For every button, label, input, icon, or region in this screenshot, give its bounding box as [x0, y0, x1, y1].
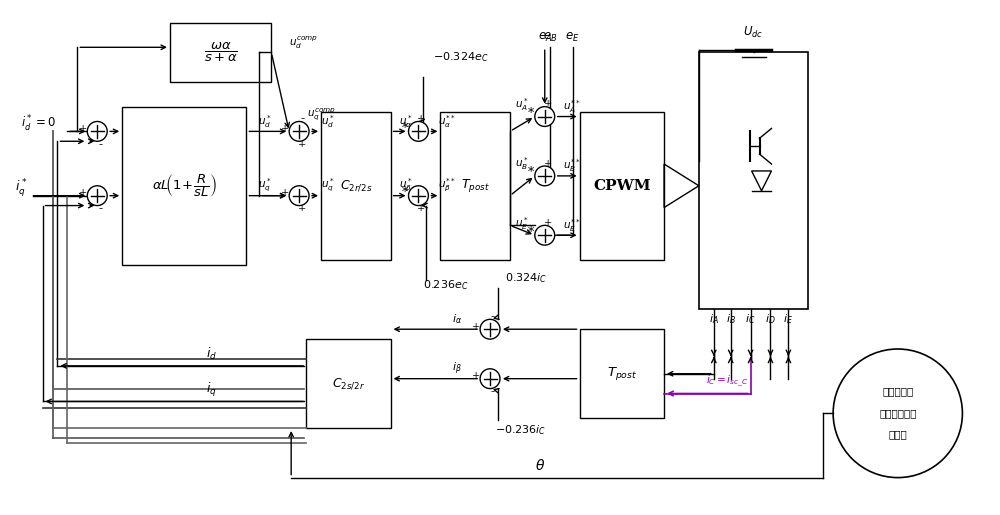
- Text: CPWM: CPWM: [593, 179, 651, 193]
- Text: $u_\beta^*$: $u_\beta^*$: [399, 177, 412, 195]
- Text: $u_B^*$: $u_B^*$: [515, 156, 529, 173]
- Text: $\dfrac{\omega\alpha}{s+\alpha}$: $\dfrac{\omega\alpha}{s+\alpha}$: [204, 41, 238, 64]
- Text: $u_q^*$: $u_q^*$: [321, 177, 335, 195]
- Bar: [580, 112, 664, 260]
- Text: $u_A^*$: $u_A^*$: [515, 96, 529, 113]
- Text: *: *: [528, 226, 534, 239]
- Text: $u_d^{comp}$: $u_d^{comp}$: [289, 34, 318, 50]
- Text: $e_B$: $e_B$: [543, 31, 557, 44]
- Text: $i_C = i_{sc\_C}$: $i_C = i_{sc\_C}$: [706, 374, 748, 389]
- Text: -: -: [300, 112, 304, 125]
- Text: +: +: [417, 204, 426, 213]
- Text: $i_D$: $i_D$: [765, 313, 776, 326]
- Bar: [170, 23, 271, 82]
- Text: $u_E^*$: $u_E^*$: [515, 215, 529, 232]
- Text: +: +: [281, 124, 289, 133]
- Circle shape: [480, 369, 500, 389]
- Text: $i_A$: $i_A$: [709, 313, 719, 326]
- Bar: [306, 339, 391, 428]
- Text: $-0.236i_C$: $-0.236i_C$: [495, 423, 546, 437]
- Text: +: +: [417, 114, 426, 123]
- Text: $i_d$: $i_d$: [206, 346, 217, 362]
- Circle shape: [289, 186, 309, 205]
- Text: $i_q$: $i_q$: [206, 381, 217, 399]
- Text: -: -: [491, 310, 495, 323]
- Text: $u_A^{**}$: $u_A^{**}$: [563, 98, 580, 115]
- Text: *: *: [528, 166, 534, 179]
- Text: $u_q^*$: $u_q^*$: [258, 177, 272, 195]
- Bar: [122, 107, 246, 265]
- Text: *: *: [401, 186, 408, 199]
- Text: +: +: [79, 188, 87, 197]
- Text: $0.324i_C$: $0.324i_C$: [505, 271, 547, 285]
- Text: +: +: [298, 140, 306, 149]
- Circle shape: [833, 349, 962, 477]
- Text: $T_{post}$: $T_{post}$: [607, 365, 637, 382]
- Text: $e_E$: $e_E$: [565, 31, 580, 44]
- Text: $i_\alpha$: $i_\alpha$: [452, 313, 462, 326]
- Text: $i_E$: $i_E$: [783, 313, 793, 326]
- Text: $u_d^*$: $u_d^*$: [321, 113, 335, 130]
- Text: $u_q^{comp}$: $u_q^{comp}$: [307, 106, 336, 122]
- Text: -: -: [98, 202, 102, 215]
- Bar: [440, 112, 510, 260]
- Text: $i_d^* = 0$: $i_d^* = 0$: [21, 113, 56, 133]
- Circle shape: [289, 122, 309, 141]
- Circle shape: [409, 186, 428, 205]
- Bar: [321, 112, 391, 260]
- Text: $-0.324e_C$: $-0.324e_C$: [433, 50, 489, 64]
- Circle shape: [87, 186, 107, 205]
- Text: $u_d^*$: $u_d^*$: [258, 113, 272, 130]
- Text: -: -: [98, 138, 102, 151]
- Text: $U_{dc}$: $U_{dc}$: [743, 25, 764, 40]
- Text: 内嵌式容错直: 内嵌式容错直: [879, 409, 917, 418]
- Text: +: +: [472, 371, 480, 380]
- Text: *: *: [528, 107, 534, 120]
- Text: -: -: [491, 385, 495, 398]
- Text: $i_q^*$: $i_q^*$: [15, 177, 27, 199]
- Text: *: *: [401, 122, 408, 135]
- Text: $C_{2r/2s}$: $C_{2r/2s}$: [340, 178, 372, 193]
- Text: 线电机: 线电机: [888, 431, 907, 440]
- Circle shape: [87, 122, 107, 141]
- Text: 五相永磁体: 五相永磁体: [882, 387, 913, 396]
- Circle shape: [535, 107, 555, 126]
- Text: $T_{post}$: $T_{post}$: [461, 177, 490, 194]
- Text: $i_C$: $i_C$: [745, 313, 756, 326]
- Text: $0.236e_C$: $0.236e_C$: [423, 278, 469, 291]
- Text: $\theta$: $\theta$: [535, 458, 545, 473]
- Text: $e_A$: $e_A$: [538, 31, 552, 44]
- Text: $u_\beta^{**}$: $u_\beta^{**}$: [438, 177, 456, 195]
- Text: $u_B^{**}$: $u_B^{**}$: [563, 158, 580, 175]
- Text: +: +: [544, 218, 552, 227]
- Text: $i_B$: $i_B$: [726, 313, 736, 326]
- Text: +: +: [544, 99, 552, 108]
- Text: $u_E^{**}$: $u_E^{**}$: [563, 217, 580, 234]
- Text: +: +: [472, 322, 480, 331]
- Circle shape: [535, 166, 555, 186]
- Text: +: +: [79, 124, 87, 133]
- Circle shape: [480, 319, 500, 339]
- Bar: [699, 52, 808, 310]
- Text: $C_{2s/2r}$: $C_{2s/2r}$: [332, 376, 365, 391]
- Text: $\alpha L\!\left(1\!+\!\dfrac{R}{sL}\right)$: $\alpha L\!\left(1\!+\!\dfrac{R}{sL}\rig…: [152, 173, 217, 199]
- Text: $u_\alpha^{**}$: $u_\alpha^{**}$: [438, 113, 456, 130]
- Circle shape: [535, 226, 555, 245]
- Text: +: +: [281, 188, 289, 197]
- Text: +: +: [298, 204, 306, 213]
- Bar: [580, 329, 664, 418]
- Circle shape: [409, 122, 428, 141]
- Text: $i_\beta$: $i_\beta$: [452, 360, 462, 377]
- Text: $u_\alpha^*$: $u_\alpha^*$: [399, 113, 412, 130]
- Text: +: +: [544, 159, 552, 167]
